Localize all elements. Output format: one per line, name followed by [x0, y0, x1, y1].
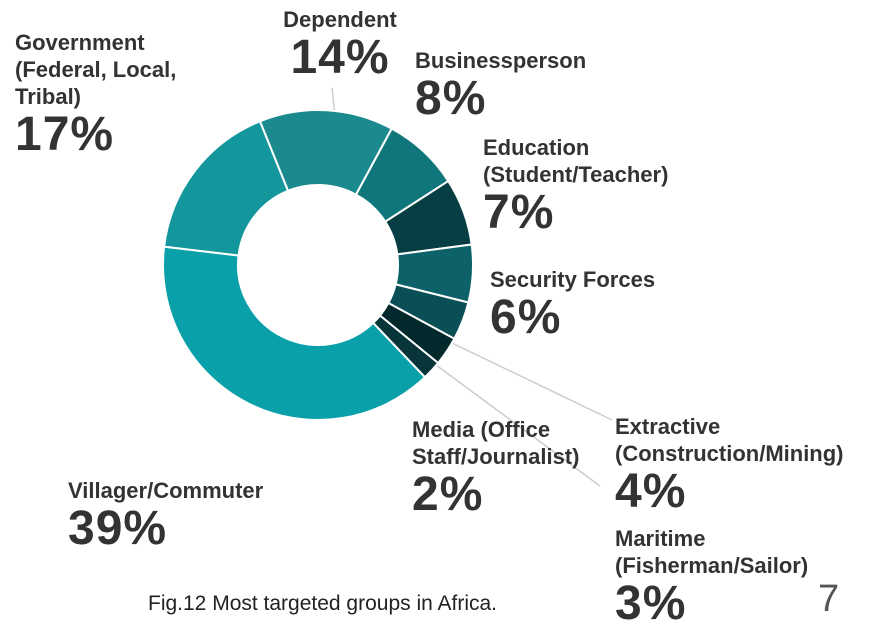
page-number: 7 — [818, 578, 840, 620]
label-name: Media (Office Staff/Journalist) — [412, 417, 580, 469]
label-name: Maritime (Fisherman/Sailor) — [615, 526, 809, 578]
label-name: Security Forces — [490, 267, 656, 292]
data-label: Businessperson 8% — [415, 47, 615, 124]
leader-line — [431, 361, 601, 487]
label-value: 6% — [490, 291, 562, 344]
label-value: 39% — [68, 502, 168, 555]
data-label: Dependent 14% — [270, 6, 410, 83]
label-name: Education (Student/Teacher) — [483, 135, 669, 187]
label-value: 2% — [412, 468, 484, 521]
label-value: 8% — [415, 72, 487, 125]
label-value: 4% — [615, 465, 687, 518]
label-name: Dependent — [283, 7, 397, 32]
data-label: Education (Student/Teacher) 7% — [483, 134, 698, 238]
label-value: 3% — [615, 577, 687, 630]
data-label: Security Forces 6% — [490, 266, 690, 343]
caption: Fig.12 Most targeted groups in Africa. — [148, 592, 498, 615]
data-label: Villager/Commuter 39% — [68, 477, 328, 554]
data-label: Maritime (Fisherman/Sailor) 3% — [615, 525, 845, 629]
data-label: Extractive (Construction/Mining) 4% — [615, 413, 869, 517]
label-value: 17% — [15, 108, 115, 161]
donut-segment — [162, 119, 290, 257]
label-value: 7% — [483, 186, 555, 239]
label-name: Villager/Commuter — [68, 478, 264, 503]
leader-line — [451, 342, 613, 421]
label-value: 14% — [290, 31, 390, 84]
data-label: Media (Office Staff/Journalist) 2% — [412, 416, 607, 520]
donut-segment — [162, 245, 427, 421]
label-name: Businessperson — [415, 48, 587, 73]
label-name: Extractive (Construction/Mining) — [615, 414, 844, 466]
data-label: Government (Federal, Local, Tribal) 17% — [15, 29, 220, 160]
label-name: Government (Federal, Local, Tribal) — [15, 30, 177, 109]
